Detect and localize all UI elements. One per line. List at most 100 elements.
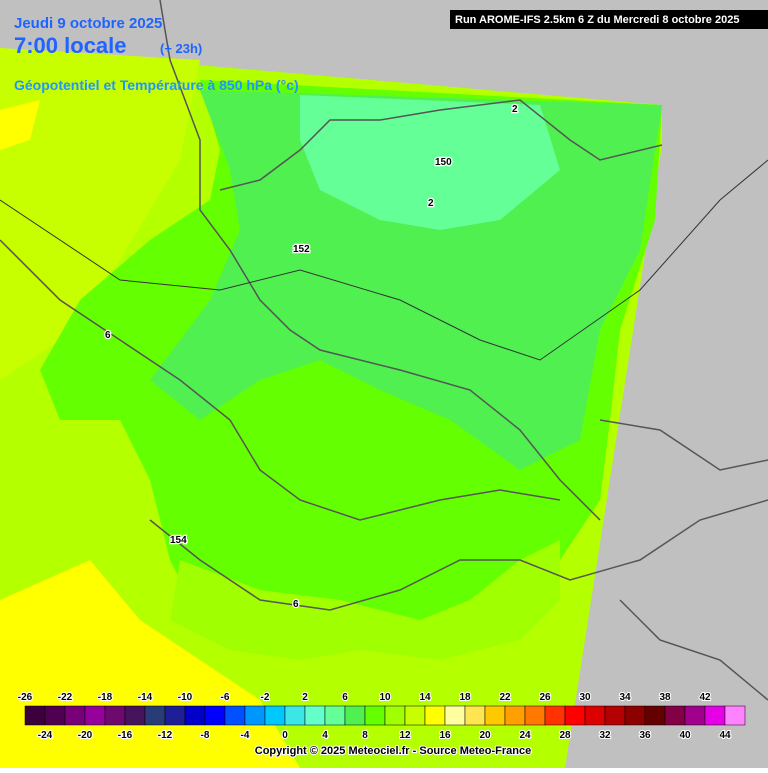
color-box	[404, 705, 426, 726]
color-box	[424, 705, 446, 726]
contour-label: 150	[435, 157, 452, 168]
color-box	[244, 705, 266, 726]
color-box	[84, 705, 106, 726]
color-box	[204, 705, 226, 726]
border	[149, 499, 768, 611]
color-box	[724, 705, 746, 726]
colorbar-label: 10	[379, 692, 391, 703]
colorbar-label: 4	[322, 730, 328, 741]
color-box	[584, 705, 606, 726]
colorbar-label: 8	[362, 730, 368, 741]
colorbar-label: 22	[499, 692, 511, 703]
run-banner	[450, 10, 768, 29]
color-box	[684, 705, 706, 726]
zone-cyan-green	[300, 95, 560, 230]
zone-yellowgreen	[0, 48, 200, 380]
color-box	[324, 705, 346, 726]
colorbar-label: 42	[699, 692, 711, 703]
colorbar-label: 36	[639, 730, 651, 741]
colorbar-label: 40	[679, 730, 691, 741]
colorbar-label: -22	[58, 692, 73, 703]
colorbar-label: 0	[282, 730, 288, 741]
color-box	[384, 705, 406, 726]
colorbar-label: 28	[559, 730, 571, 741]
colorbar-label: 2	[302, 692, 308, 703]
color-box	[664, 705, 686, 726]
zone-yellowgreen	[170, 540, 560, 660]
contour-label: 6	[293, 599, 299, 610]
color-box	[504, 705, 526, 726]
colorbar-label: -26	[18, 692, 33, 703]
colorbar-label: 6	[342, 692, 348, 703]
colorbar-label: 18	[459, 692, 471, 703]
color-box	[284, 705, 306, 726]
color-box	[224, 705, 246, 726]
color-box	[624, 705, 646, 726]
date: Jeudi 9 octobre 2025	[14, 15, 162, 32]
colorbar-label: 12	[399, 730, 411, 741]
colorbar-label: -6	[221, 692, 230, 703]
border	[159, 0, 601, 521]
colorbar-label: 38	[659, 692, 671, 703]
colorbar-label: 32	[599, 730, 611, 741]
contour-label: 152	[293, 244, 310, 255]
colorbar-label: -10	[178, 692, 193, 703]
color-box	[124, 705, 146, 726]
contour-label: 6	[105, 330, 111, 341]
color-box	[164, 705, 186, 726]
color-box	[144, 705, 166, 726]
zone-yellow	[0, 100, 40, 150]
colorbar-label: 34	[619, 692, 631, 703]
colorbar-label: 26	[539, 692, 551, 703]
subtitle: Géopotentiel et Température à 850 hPa (°…	[14, 77, 299, 93]
lead-time: (+ 23h)	[160, 41, 202, 56]
copyright: Copyright © 2025 Meteociel.fr - Source M…	[255, 745, 531, 757]
colorbar-label: 14	[419, 692, 431, 703]
color-box	[464, 705, 486, 726]
contour-label: 2	[428, 198, 434, 209]
colorbar-label: -8	[201, 730, 210, 741]
contour-label: 2	[512, 104, 518, 115]
color-box	[704, 705, 726, 726]
time: 7:00 locale	[14, 33, 127, 58]
colorbar-label: 24	[519, 730, 531, 741]
border	[219, 99, 663, 191]
border	[0, 239, 561, 521]
color-box	[444, 705, 466, 726]
colorbar-label: 30	[579, 692, 591, 703]
colorbar-label: -2	[261, 692, 270, 703]
colorbar-label: -24	[38, 730, 53, 741]
color-box	[184, 705, 206, 726]
color-box	[364, 705, 386, 726]
colorbar-label: -20	[78, 730, 93, 741]
contour-label: 154	[170, 535, 187, 546]
colorbar-label: 20	[479, 730, 491, 741]
contour	[0, 159, 768, 361]
border	[619, 599, 768, 701]
color-box	[264, 705, 286, 726]
colorbar-label: -18	[98, 692, 113, 703]
colorbar-label: -4	[241, 730, 250, 741]
colorbar-label: 16	[439, 730, 451, 741]
color-box	[564, 705, 586, 726]
run-info: Run AROME-IFS 2.5km 6 Z du Mercredi 8 oc…	[455, 14, 739, 26]
color-box	[484, 705, 506, 726]
color-box	[644, 705, 666, 726]
color-box	[304, 705, 326, 726]
color-box	[104, 705, 126, 726]
color-box	[64, 705, 86, 726]
color-box	[544, 705, 566, 726]
color-box	[24, 705, 46, 726]
colorbar: -26 -22 -18 -14 -10 -6 -2 2 6 10 14 18 22 26 30 34 38 42-…	[17, 691, 746, 742]
border	[599, 419, 768, 471]
color-box	[44, 705, 66, 726]
color-box	[604, 705, 626, 726]
color-box	[524, 705, 546, 726]
colorbar-label: -12	[158, 730, 173, 741]
colorbar-label: -14	[138, 692, 153, 703]
colorbar-label: 44	[719, 730, 731, 741]
colorbar-label: -16	[118, 730, 133, 741]
color-box	[344, 705, 366, 726]
